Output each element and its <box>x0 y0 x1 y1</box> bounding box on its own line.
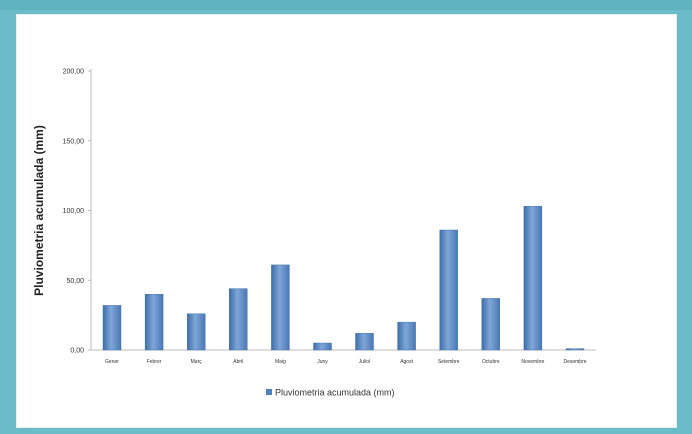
bar-agost <box>397 321 416 351</box>
x-category-label: Agost <box>400 359 413 365</box>
legend-swatch <box>266 389 272 395</box>
x-category-label: Desembre <box>563 359 586 365</box>
bar-gener <box>102 305 122 351</box>
y-tick-label: 150,00 <box>63 138 85 145</box>
x-category-label: Novembre <box>521 359 544 365</box>
x-category-label: Març <box>191 359 203 365</box>
y-tick-label: 100,00 <box>63 208 85 215</box>
x-category-label: Octubre <box>482 359 500 365</box>
y-tick-label: 50,00 <box>66 278 84 285</box>
bar-setembre <box>439 229 458 351</box>
bar-octubre <box>481 298 500 351</box>
bar-febrer <box>144 294 164 351</box>
x-axis-category-labels: Gener Febrer Març Abril Maig Juny Juliol Agost S… <box>105 359 587 365</box>
x-category-label: Juliol <box>359 359 370 365</box>
legend: Pluviometria acumulada (mm) <box>266 388 395 398</box>
rainfall-bar-chart: 0,00 50,00 100,00 150,00 200,00 Gener Febrer M… <box>32 69 596 398</box>
bar-series <box>102 206 585 351</box>
x-category-label: Maig <box>275 359 286 365</box>
bar-novembre <box>523 206 543 351</box>
x-category-label: Febrer <box>147 359 162 365</box>
bar-juny <box>313 342 332 351</box>
x-category-label: Gener <box>105 359 119 365</box>
bar-juliol <box>355 333 374 351</box>
legend-label: Pluviometria acumulada (mm) <box>275 388 395 398</box>
x-category-label: Juny <box>317 359 328 365</box>
y-axis-title: Pluviometria acumulada (mm) <box>32 125 46 296</box>
x-category-label: Abril <box>233 359 243 365</box>
bar-maig <box>271 264 290 351</box>
bar-abril <box>229 288 248 351</box>
bar-desembre <box>565 348 585 351</box>
bar-març <box>186 313 206 351</box>
x-category-label: Setembre <box>438 359 460 365</box>
chart-panel: 0,00 50,00 100,00 150,00 200,00 Gener Febrer M… <box>16 14 677 428</box>
header-banner <box>0 0 692 10</box>
y-tick-label: 0,00 <box>70 348 84 355</box>
y-axis: 0,00 50,00 100,00 150,00 200,00 <box>63 69 596 355</box>
y-tick-label: 200,00 <box>63 69 85 76</box>
